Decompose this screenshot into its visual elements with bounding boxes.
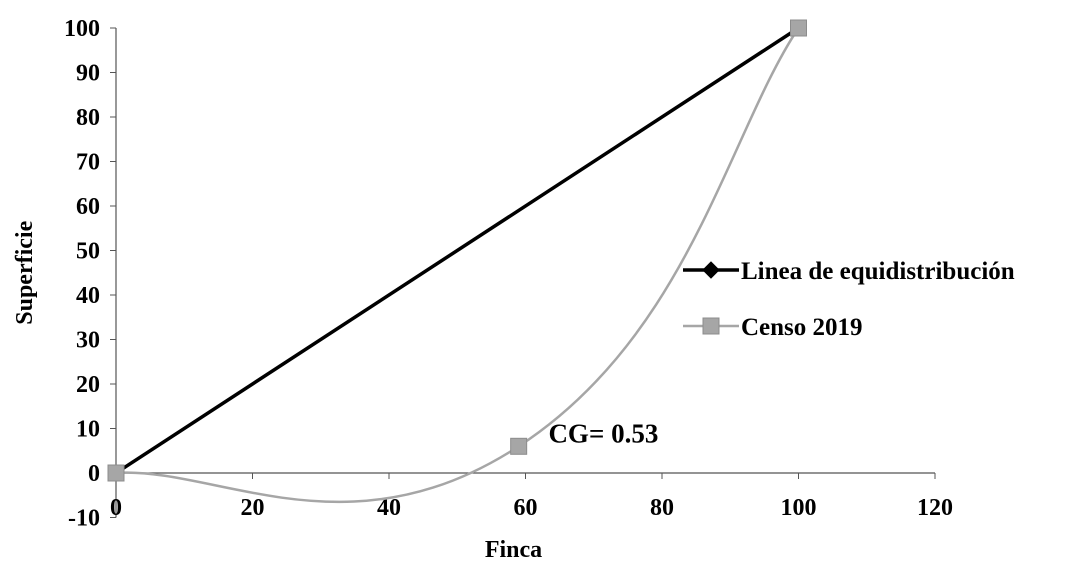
series-line bbox=[115, 26, 800, 475]
series-layer bbox=[107, 19, 807, 504]
x-tick-labels: 0 20 40 60 80 100 120 bbox=[110, 495, 953, 521]
y-tick-label: 0 bbox=[88, 461, 100, 487]
data-point bbox=[107, 464, 125, 482]
y-tick-label: 40 bbox=[76, 283, 100, 309]
y-tick-label: 70 bbox=[76, 150, 100, 176]
data-point bbox=[510, 437, 528, 455]
y-tick-label: -10 bbox=[68, 506, 100, 532]
y-tick-label: 10 bbox=[76, 417, 100, 443]
y-tick-label: 30 bbox=[76, 328, 100, 354]
x-tick-label: 100 bbox=[781, 495, 817, 521]
y-tick-labels: -10 0 10 20 30 40 50 60 70 80 90 100 bbox=[64, 16, 100, 532]
axes bbox=[110, 27, 936, 518]
x-axis-title: Finca bbox=[485, 537, 542, 563]
y-tick-label: 100 bbox=[64, 16, 100, 42]
series-equidistribution bbox=[115, 26, 800, 475]
y-tick-label: 60 bbox=[76, 194, 100, 220]
series-line bbox=[115, 27, 800, 504]
legend-diamond-marker bbox=[702, 261, 720, 279]
x-tick-label: 0 bbox=[110, 495, 122, 521]
x-tick-label: 60 bbox=[514, 495, 538, 521]
legend-entry: Linea de equidistribución bbox=[683, 258, 1015, 285]
gini-annotation: CG= 0.53 bbox=[548, 418, 658, 448]
legend-square-marker bbox=[702, 317, 720, 335]
x-tick-label: 20 bbox=[241, 495, 265, 521]
legend: Linea de equidistribución Censo 2019 bbox=[683, 258, 1015, 341]
x-tick-label: 120 bbox=[917, 495, 953, 521]
legend-label: Censo 2019 bbox=[741, 314, 863, 341]
y-tick-label: 90 bbox=[76, 61, 100, 87]
legend-label: Linea de equidistribución bbox=[741, 258, 1015, 285]
data-point bbox=[790, 19, 807, 37]
y-axis-title: Superficie bbox=[12, 220, 38, 324]
x-tick-label: 80 bbox=[650, 495, 674, 521]
y-tick-label: 20 bbox=[76, 372, 100, 398]
y-tick-label: 80 bbox=[76, 105, 100, 131]
series-censo-2019 bbox=[107, 19, 807, 504]
y-tick-label: 50 bbox=[76, 239, 100, 265]
legend-entry: Censo 2019 bbox=[683, 314, 863, 341]
